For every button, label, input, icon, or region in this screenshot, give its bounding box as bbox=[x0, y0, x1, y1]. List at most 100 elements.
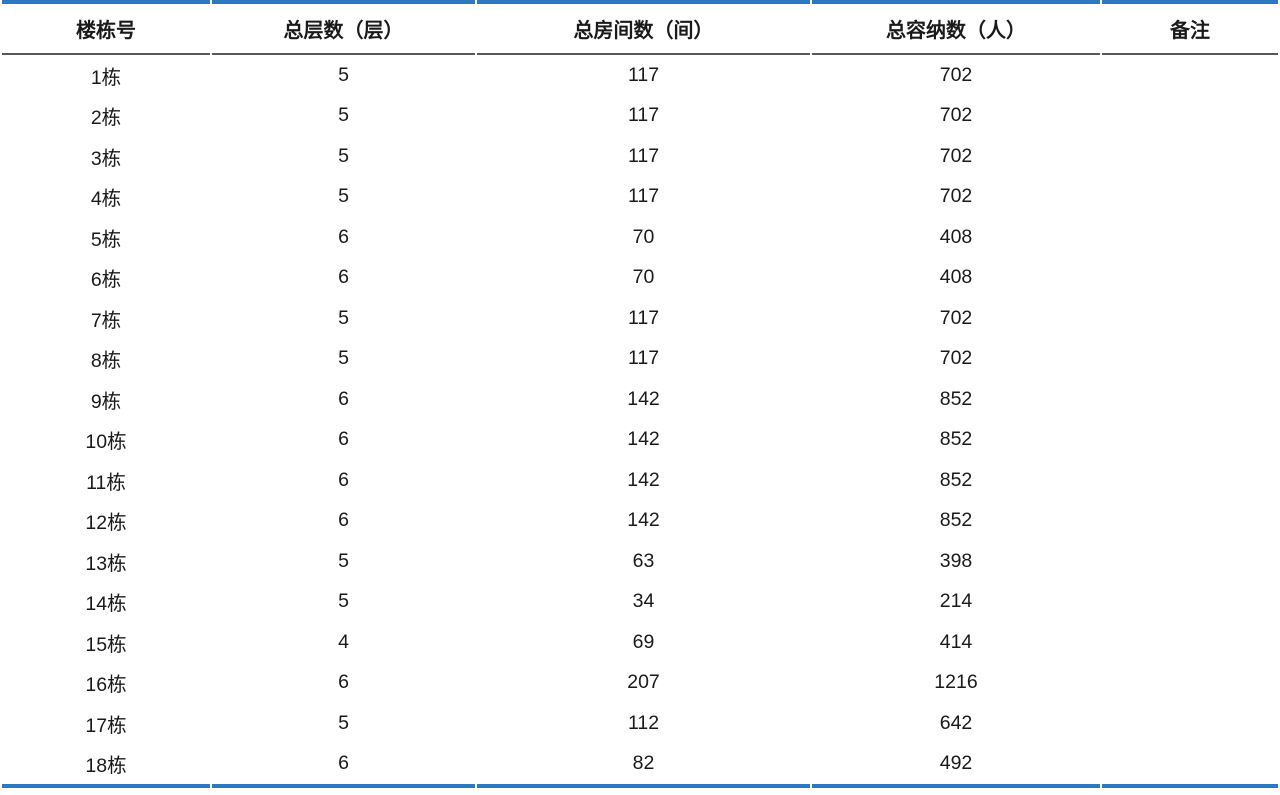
cell-rooms: 34 bbox=[632, 590, 655, 613]
cell-note bbox=[1102, 339, 1278, 380]
cell-rooms: 82 bbox=[477, 744, 810, 788]
cell-building: 12栋 bbox=[85, 512, 127, 535]
column-header-building: 楼栋号 bbox=[2, 0, 210, 55]
table-row: 1栋 5 117 702 bbox=[2, 55, 1278, 96]
cell-rooms: 142 bbox=[627, 387, 660, 410]
cell-rooms: 142 bbox=[627, 428, 660, 451]
table-row: 13栋 5 63 398 bbox=[2, 541, 1278, 582]
cell-building: 5栋 bbox=[90, 228, 122, 251]
cell-floors: 5 bbox=[338, 185, 349, 208]
table-row: 2栋 5 117 702 bbox=[2, 96, 1278, 137]
cell-rooms: 117 bbox=[627, 347, 660, 370]
cell-floors: 6 bbox=[338, 509, 349, 532]
table-row: 18栋 6 82 492 bbox=[2, 744, 1278, 788]
cell-floors: 6 bbox=[338, 266, 349, 289]
cell-note bbox=[1102, 136, 1278, 177]
cell-rooms: 117 bbox=[627, 185, 660, 208]
column-header-note: 备注 bbox=[1102, 0, 1278, 55]
cell-capacity: 702 bbox=[939, 306, 973, 329]
cell-floors: 6 bbox=[338, 225, 349, 248]
table-row: 6栋 6 70 408 bbox=[2, 258, 1278, 299]
cell-capacity: 852 bbox=[939, 428, 973, 451]
cell-building: 10栋 bbox=[85, 431, 127, 454]
cell-note bbox=[1102, 622, 1278, 663]
cell-building: 18栋 bbox=[2, 744, 210, 788]
cell-floors: 5 bbox=[338, 347, 349, 370]
table-row: 11栋 6 142 852 bbox=[2, 460, 1278, 501]
cell-floors: 6 bbox=[212, 744, 475, 788]
cell-floors: 6 bbox=[338, 671, 349, 694]
cell-rooms: 70 bbox=[632, 266, 655, 289]
cell-note bbox=[1102, 379, 1278, 420]
cell-note bbox=[1102, 703, 1278, 744]
column-header-capacity: 总容纳数（人） bbox=[812, 0, 1100, 55]
cell-floors: 5 bbox=[338, 306, 349, 329]
cell-floors: 6 bbox=[338, 387, 349, 410]
cell-rooms: 142 bbox=[627, 509, 660, 532]
cell-rooms: 207 bbox=[627, 671, 660, 694]
cell-building: 16栋 bbox=[85, 674, 127, 697]
cell-capacity: 492 bbox=[812, 744, 1100, 788]
cell-note bbox=[1102, 177, 1278, 218]
table-row: 14栋 5 34 214 bbox=[2, 582, 1278, 623]
cell-note bbox=[1102, 501, 1278, 542]
table-row: 17栋 5 112 642 bbox=[2, 703, 1278, 744]
cell-building: 1栋 bbox=[90, 66, 122, 89]
cell-building: 9栋 bbox=[90, 390, 122, 413]
cell-building: 14栋 bbox=[85, 593, 127, 616]
cell-capacity: 214 bbox=[939, 590, 973, 613]
cell-capacity: 414 bbox=[939, 630, 973, 653]
table-body: 1栋 5 117 702 2栋 5 117 702 3栋 5 117 702 4栋 5 117 702 5栋 6 7… bbox=[2, 55, 1278, 788]
cell-capacity: 408 bbox=[939, 266, 973, 289]
cell-floors: 5 bbox=[338, 104, 349, 127]
cell-note bbox=[1102, 420, 1278, 461]
cell-building: 3栋 bbox=[90, 147, 122, 170]
cell-capacity: 702 bbox=[939, 104, 973, 127]
cell-floors: 5 bbox=[338, 549, 349, 572]
cell-note bbox=[1102, 258, 1278, 299]
cell-note bbox=[1102, 96, 1278, 137]
cell-building: 4栋 bbox=[90, 188, 122, 211]
table-header-row: 楼栋号 总层数（层） 总房间数（间） 总容纳数（人） 备注 bbox=[2, 0, 1278, 55]
cell-capacity: 702 bbox=[939, 144, 973, 167]
cell-floors: 6 bbox=[338, 428, 349, 451]
cell-rooms: 112 bbox=[627, 711, 660, 734]
cell-building: 11栋 bbox=[86, 471, 126, 494]
cell-capacity: 852 bbox=[939, 387, 973, 410]
cell-building: 6栋 bbox=[90, 269, 122, 292]
table-row: 5栋 6 70 408 bbox=[2, 217, 1278, 258]
column-header-floors: 总层数（层） bbox=[212, 0, 475, 55]
cell-note bbox=[1102, 460, 1278, 501]
cell-capacity: 702 bbox=[939, 185, 973, 208]
cell-building: 7栋 bbox=[90, 309, 122, 332]
table-row: 8栋 5 117 702 bbox=[2, 339, 1278, 380]
cell-building: 2栋 bbox=[90, 107, 122, 130]
cell-floors: 5 bbox=[338, 144, 349, 167]
cell-note bbox=[1102, 663, 1278, 704]
table-row: 3栋 5 117 702 bbox=[2, 136, 1278, 177]
cell-capacity: 408 bbox=[939, 225, 973, 248]
cell-rooms: 69 bbox=[632, 630, 655, 653]
cell-floors: 6 bbox=[338, 468, 349, 491]
cell-note bbox=[1102, 582, 1278, 623]
cell-building: 13栋 bbox=[85, 552, 127, 575]
cell-note bbox=[1102, 55, 1278, 96]
cell-capacity: 702 bbox=[939, 63, 973, 86]
cell-rooms: 63 bbox=[632, 549, 655, 572]
cell-rooms: 117 bbox=[627, 144, 660, 167]
cell-floors: 5 bbox=[338, 711, 349, 734]
table-row: 10栋 6 142 852 bbox=[2, 420, 1278, 461]
cell-floors: 4 bbox=[338, 630, 349, 653]
cell-floors: 5 bbox=[338, 590, 349, 613]
cell-capacity: 1216 bbox=[934, 671, 978, 694]
cell-capacity: 852 bbox=[939, 468, 973, 491]
table-row: 7栋 5 117 702 bbox=[2, 298, 1278, 339]
cell-note bbox=[1102, 217, 1278, 258]
cell-floors: 5 bbox=[338, 63, 349, 86]
cell-building: 8栋 bbox=[90, 350, 122, 373]
cell-rooms: 117 bbox=[627, 63, 660, 86]
cell-building: 15栋 bbox=[85, 633, 127, 656]
cell-capacity: 702 bbox=[939, 347, 973, 370]
